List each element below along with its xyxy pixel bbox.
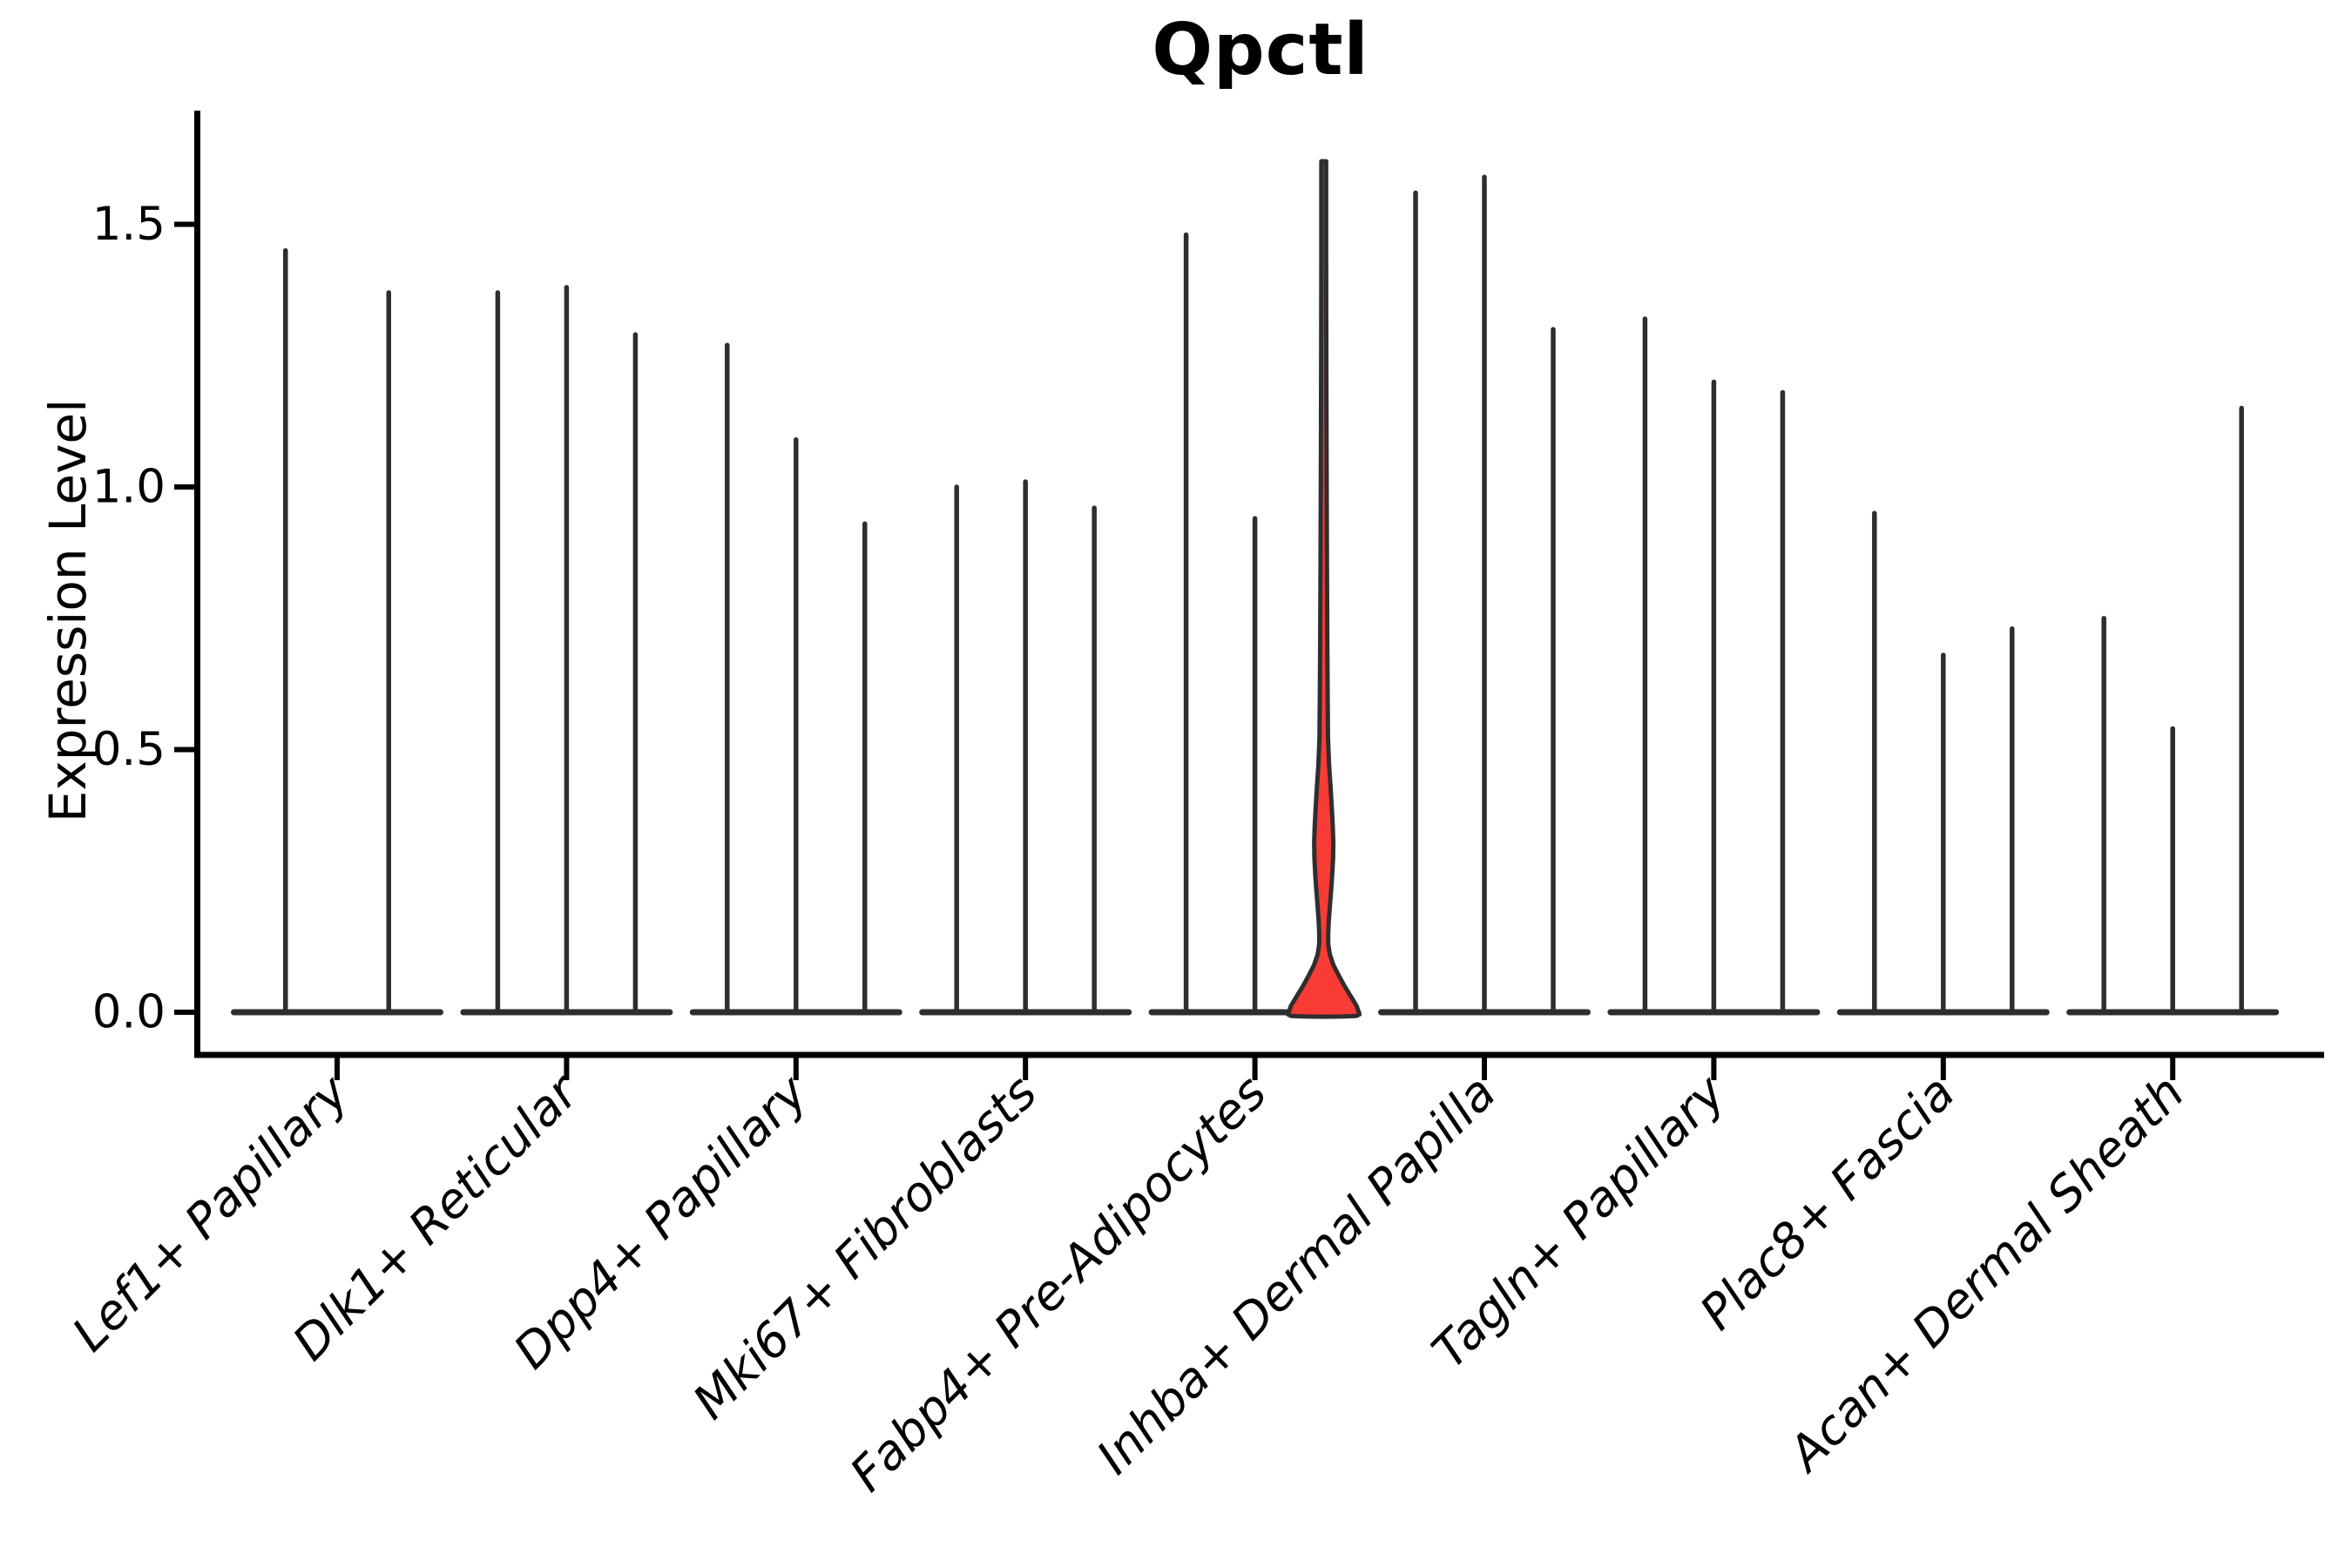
y-tick-label: 0.0 — [92, 986, 166, 1039]
y-tick-label: 1.5 — [92, 198, 166, 251]
y-tick-label: 1.0 — [92, 461, 166, 514]
y-axis-label: Expression Level — [38, 398, 98, 823]
highlighted-violin — [1286, 159, 1362, 1019]
y-tick-label: 0.5 — [92, 723, 166, 776]
x-tick-label: Inhba+ Dermal Papilla — [1086, 1064, 1506, 1484]
chart-title: Qpctl — [1152, 9, 1369, 91]
x-tick-label: Acan+ Dermal Sheath — [1776, 1064, 2195, 1484]
x-tick-label: Fabp4+ Pre-Adipocytes — [839, 1064, 1276, 1502]
